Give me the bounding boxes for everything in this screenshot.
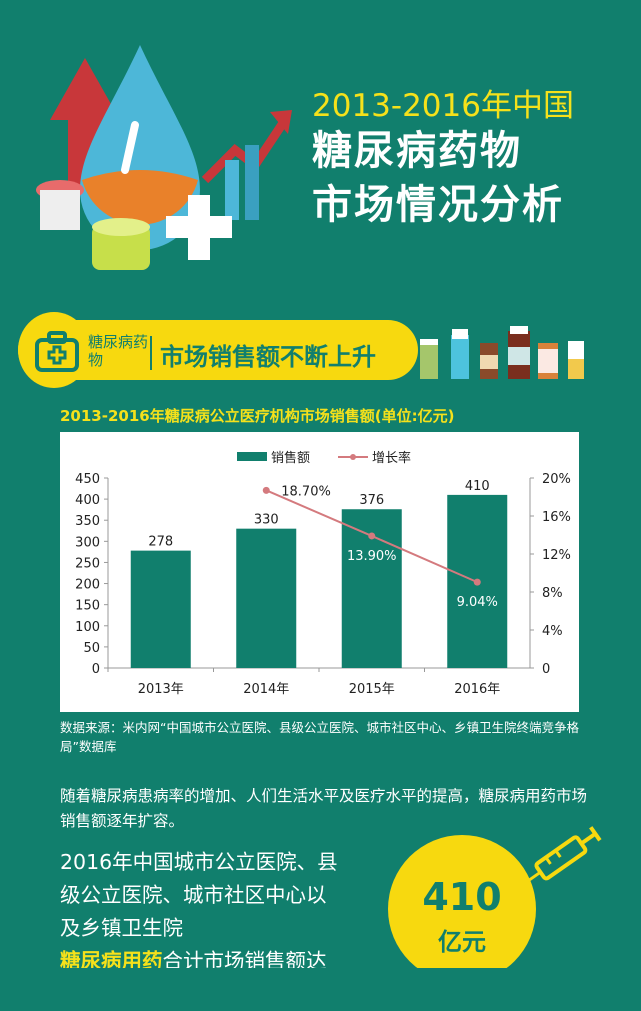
title-line-3: 市场情况分析: [312, 182, 564, 228]
y-left-tick-label: 0: [92, 662, 100, 677]
red-arrow-up-icon: [50, 58, 120, 190]
y-right-tick-label: 16%: [542, 510, 571, 525]
y-right-tick-label: 20%: [542, 472, 571, 487]
highlight-line-2: 级公立医院、城市社区中心以: [60, 883, 327, 907]
x-tick-label: 2016年: [454, 682, 500, 697]
y-left-tick-label: 350: [75, 514, 100, 529]
title-line-1: 2013-2016年中国: [312, 88, 574, 124]
bar-label: 410: [465, 479, 490, 494]
x-tick-label: 2013年: [138, 682, 184, 697]
data-source: 数据来源：米内网“中国城市公立医院、县级公立医院、城市社区中心、乡镇卫生院终端竞…: [60, 720, 579, 754]
medical-kit-icon: [35, 331, 79, 372]
banner-category: 糖尿病药物: [88, 333, 149, 369]
legend-bar-label: 销售额: [271, 450, 310, 466]
legend-line-label: 增长率: [372, 450, 411, 466]
chart-title: 2013-2016年糖尿病公立医疗机构市场销售额(单位:亿元): [60, 407, 455, 425]
value-circle: [388, 835, 536, 983]
growth-point: [368, 532, 376, 540]
highlight-line-3: 及乡镇卫生院: [60, 916, 183, 940]
medicine-illustration: [36, 45, 292, 270]
x-tick-label: 2015年: [349, 682, 395, 697]
bar-2013年: [130, 550, 191, 668]
plus-icon: [166, 195, 232, 260]
y-left-tick-label: 400: [75, 493, 100, 508]
total-unit: 亿元: [438, 928, 486, 956]
total-value: 410: [422, 875, 502, 919]
y-left-tick-label: 100: [75, 620, 100, 635]
title-line-2: 糖尿病药物: [312, 128, 522, 174]
banner-divider: [150, 336, 152, 370]
y-left-tick-label: 250: [75, 556, 100, 571]
syringe-icon: [527, 826, 602, 883]
bar-label: 330: [254, 513, 279, 528]
y-right-tick-label: 4%: [542, 624, 563, 639]
bar-2014年: [236, 528, 297, 668]
description-paragraph: 随着糖尿病患病率的增加、人们生活水平及医疗水平的提高，糖尿病用药市场销售额逐年扩…: [60, 787, 588, 830]
y-left-tick-label: 450: [75, 472, 100, 487]
y-right-tick-label: 0: [542, 662, 550, 677]
bar-label: 376: [359, 493, 384, 508]
y-left-tick-label: 200: [75, 578, 100, 593]
x-tick-label: 2014年: [243, 682, 289, 697]
legend-bar-swatch: [237, 452, 267, 461]
banner-headline: 市场销售额不断上升: [160, 343, 376, 371]
y-left-tick-label: 300: [75, 535, 100, 550]
bottles-illustration: [420, 326, 584, 379]
growth-label: 9.04%: [457, 595, 498, 610]
growth-label: 18.70%: [281, 484, 331, 499]
y-right-tick-label: 8%: [542, 586, 563, 601]
growth-point: [473, 578, 481, 586]
highlight-line-1: 2016年中国城市公立医院、县: [60, 850, 338, 874]
legend-line-marker: [350, 454, 356, 460]
growth-label: 13.90%: [347, 549, 397, 564]
y-right-tick-label: 12%: [542, 548, 571, 563]
y-left-tick-label: 150: [75, 599, 100, 614]
bottom-band: [0, 968, 641, 1011]
bar-label: 278: [148, 535, 173, 550]
y-left-tick-label: 50: [83, 641, 100, 656]
growth-point: [262, 486, 270, 494]
